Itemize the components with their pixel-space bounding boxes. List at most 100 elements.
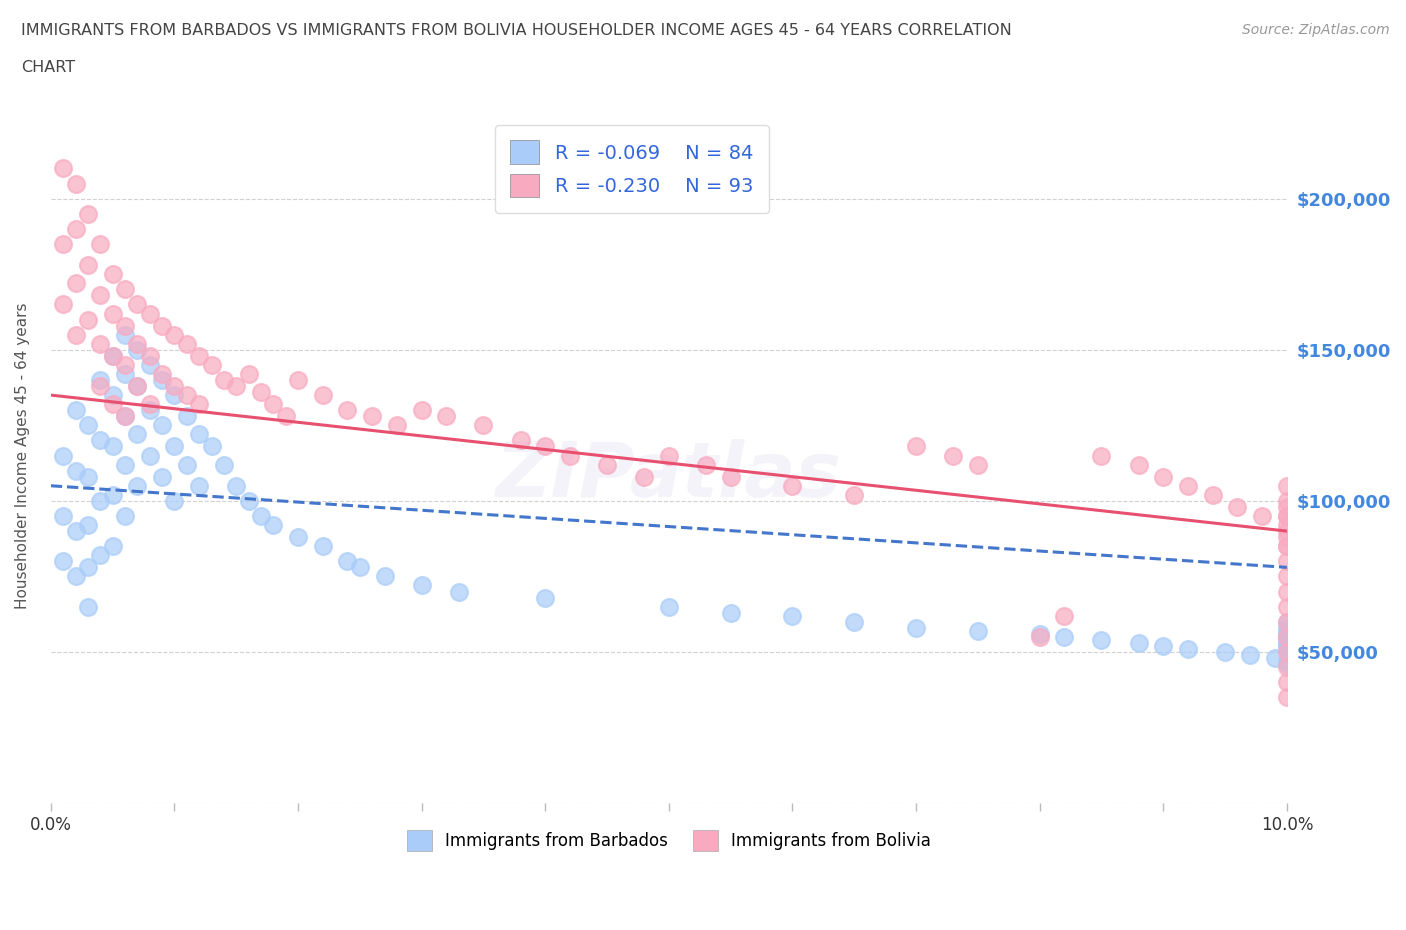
Point (127, 337, 149, 352)
Point (114, 327, 136, 342)
Point (596, 458, 619, 472)
Point (1275, 569, 1298, 584)
Point (411, 578, 433, 593)
Point (65, 569, 87, 584)
Text: ZIPatlas: ZIPatlas (496, 439, 842, 513)
Point (89, 288, 111, 303)
Point (176, 388, 198, 403)
Point (238, 366, 260, 381)
Point (695, 458, 717, 472)
Point (1202, 487, 1225, 502)
Point (1275, 538, 1298, 553)
Point (1275, 615, 1298, 630)
Point (312, 388, 335, 403)
Point (1177, 642, 1199, 657)
Point (176, 458, 198, 472)
Point (114, 409, 136, 424)
Point (1275, 659, 1298, 674)
Point (349, 560, 371, 575)
Point (163, 388, 186, 403)
Point (1275, 630, 1298, 644)
Point (374, 569, 396, 584)
Point (127, 379, 149, 393)
Point (1152, 470, 1174, 485)
Point (434, 409, 457, 424)
Point (127, 478, 149, 493)
Point (188, 349, 211, 364)
Point (65, 403, 87, 418)
Point (1275, 635, 1298, 650)
Point (942, 448, 965, 463)
Point (411, 403, 433, 418)
Point (138, 403, 160, 418)
Point (1275, 599, 1298, 614)
Point (782, 478, 804, 493)
Point (101, 439, 124, 454)
Point (77, 599, 100, 614)
Point (114, 458, 136, 472)
Point (150, 318, 173, 333)
Point (312, 538, 335, 553)
Point (1275, 499, 1298, 514)
Point (262, 397, 284, 412)
Point (163, 494, 186, 509)
Point (336, 554, 359, 569)
Point (225, 478, 247, 493)
Point (1275, 584, 1298, 599)
Point (127, 379, 149, 393)
Point (250, 385, 273, 400)
Point (89, 337, 111, 352)
Point (967, 623, 990, 638)
Point (138, 448, 160, 463)
Point (225, 379, 247, 393)
Point (274, 409, 297, 424)
Point (114, 318, 136, 333)
Point (1275, 518, 1298, 533)
Point (114, 509, 136, 524)
Point (200, 439, 222, 454)
Point (101, 487, 124, 502)
Point (163, 379, 186, 393)
Point (238, 494, 260, 509)
Point (385, 418, 408, 432)
Point (1275, 654, 1298, 669)
Point (114, 366, 136, 381)
Point (472, 418, 495, 432)
Point (89, 494, 111, 509)
Point (52, 509, 75, 524)
Point (1275, 530, 1298, 545)
Point (287, 530, 309, 545)
Point (1275, 554, 1298, 569)
Point (101, 538, 124, 553)
Point (138, 397, 160, 412)
Point (212, 458, 235, 472)
Point (188, 397, 211, 412)
Point (782, 608, 804, 623)
Point (89, 236, 111, 251)
Point (1275, 632, 1298, 647)
Point (1275, 620, 1298, 635)
Point (1275, 630, 1298, 644)
Point (1251, 509, 1274, 524)
Point (720, 470, 742, 485)
Point (101, 267, 124, 282)
Point (1275, 524, 1298, 538)
Point (287, 373, 309, 388)
Point (138, 357, 160, 372)
Point (127, 427, 149, 442)
Text: IMMIGRANTS FROM BARBADOS VS IMMIGRANTS FROM BOLIVIA HOUSEHOLDER INCOME AGES 45 -: IMMIGRANTS FROM BARBADOS VS IMMIGRANTS F… (21, 23, 1012, 38)
Point (1053, 608, 1076, 623)
Point (534, 591, 557, 605)
Point (1275, 639, 1298, 654)
Point (1275, 615, 1298, 630)
Point (101, 397, 124, 412)
Point (658, 599, 681, 614)
Point (1128, 635, 1150, 650)
Point (101, 349, 124, 364)
Point (212, 373, 235, 388)
Point (1275, 478, 1298, 493)
Point (114, 409, 136, 424)
Point (188, 478, 211, 493)
Point (163, 327, 186, 342)
Point (447, 584, 470, 599)
